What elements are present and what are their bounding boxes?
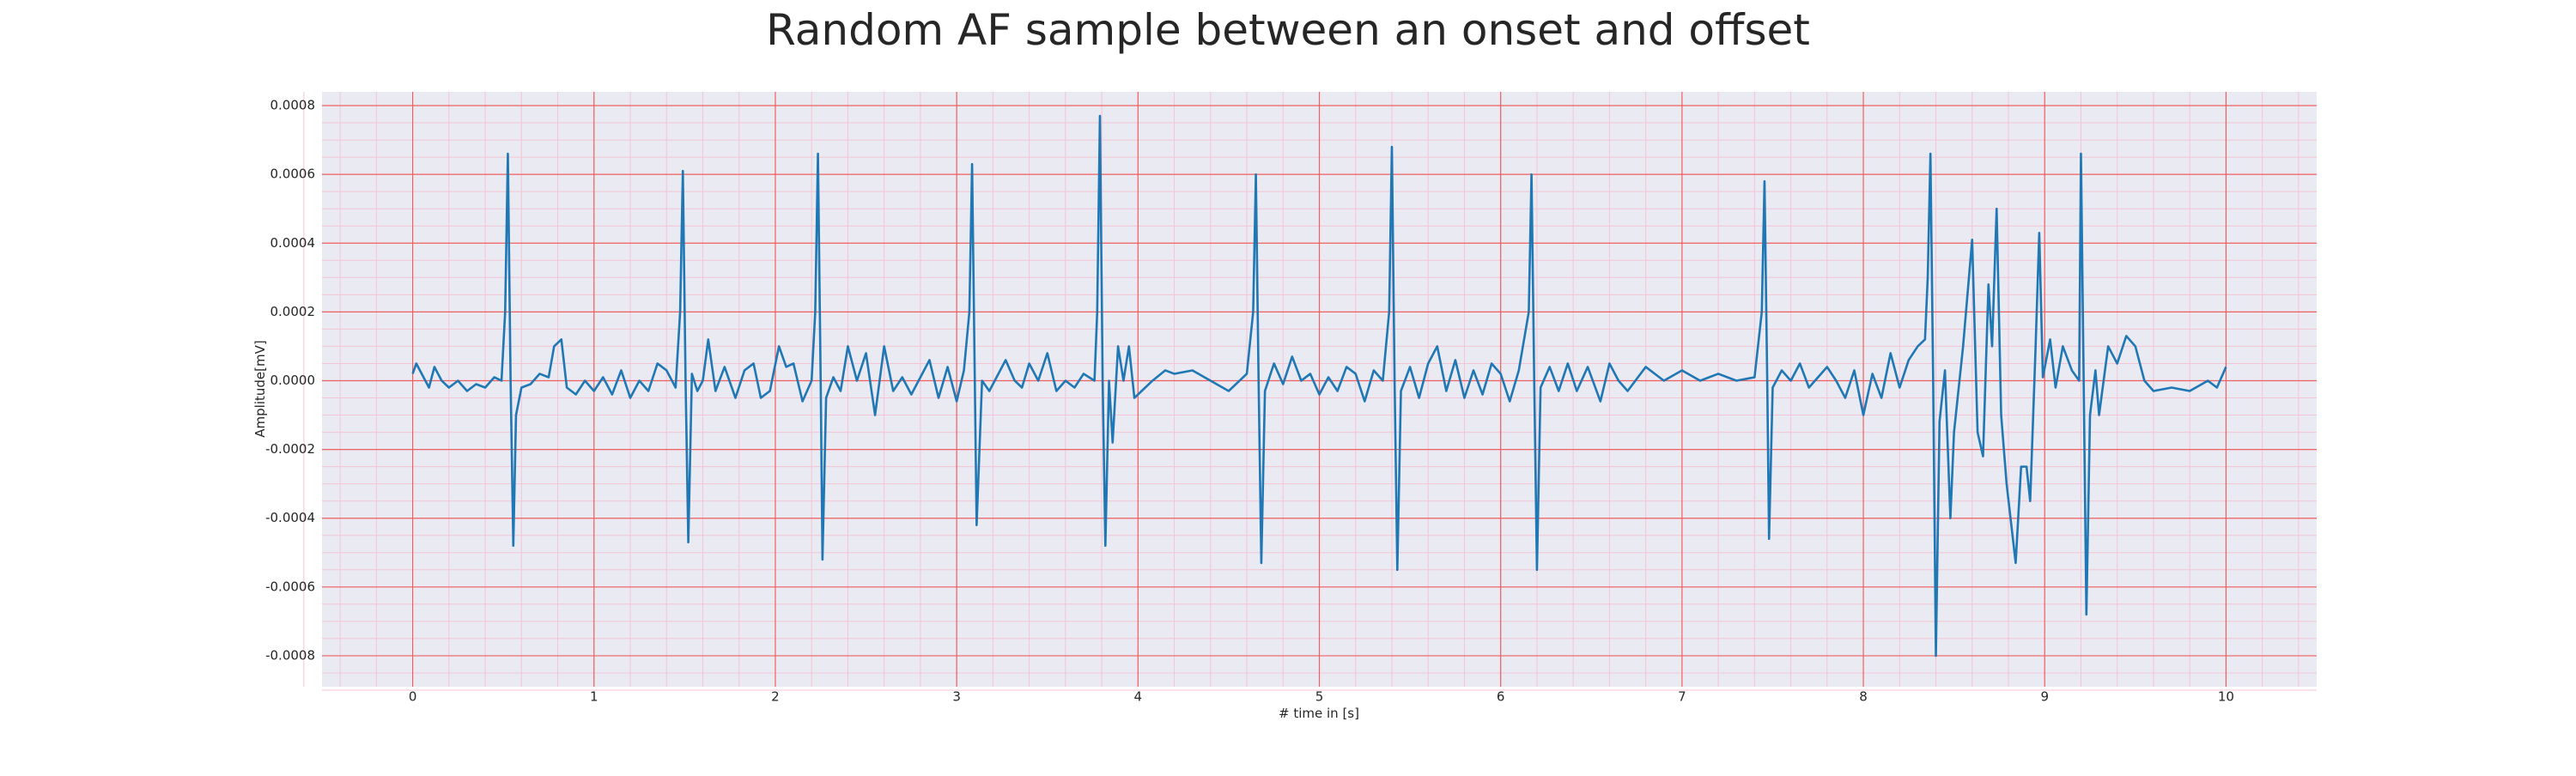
- x-tick-label: 3: [952, 689, 961, 705]
- x-axis-label: # time in [s]: [1279, 706, 1359, 721]
- y-tick-label: 0.0002: [270, 304, 316, 319]
- y-tick-label: -0.0006: [265, 579, 315, 594]
- y-tick-label: 0.0008: [270, 98, 316, 113]
- chart-title: Random AF sample between an onset and of…: [766, 5, 1810, 55]
- y-tick-label: 0.0006: [270, 167, 316, 182]
- x-tick-label: 7: [1678, 689, 1686, 705]
- x-tick-label: 10: [2218, 689, 2234, 705]
- y-tick-label: -0.0004: [265, 510, 315, 525]
- x-tick-label: 1: [590, 689, 598, 705]
- y-axis-label: Amplitude[mV]: [252, 340, 268, 437]
- x-tick-label: 6: [1497, 689, 1505, 705]
- x-tick-label: 2: [771, 689, 780, 705]
- x-tick-label: 4: [1134, 689, 1143, 705]
- y-tick-label: 0.0004: [270, 235, 316, 251]
- x-tick-label: 5: [1315, 689, 1324, 705]
- x-tick-label: 0: [409, 689, 417, 705]
- data-line: [411, 114, 2227, 658]
- y-tick-label: -0.0002: [265, 441, 315, 457]
- x-tick-label: 9: [2040, 689, 2049, 705]
- y-tick-label: 0.0000: [270, 373, 316, 388]
- y-tick-label: -0.0008: [265, 647, 315, 663]
- x-tick-label: 8: [1859, 689, 1868, 705]
